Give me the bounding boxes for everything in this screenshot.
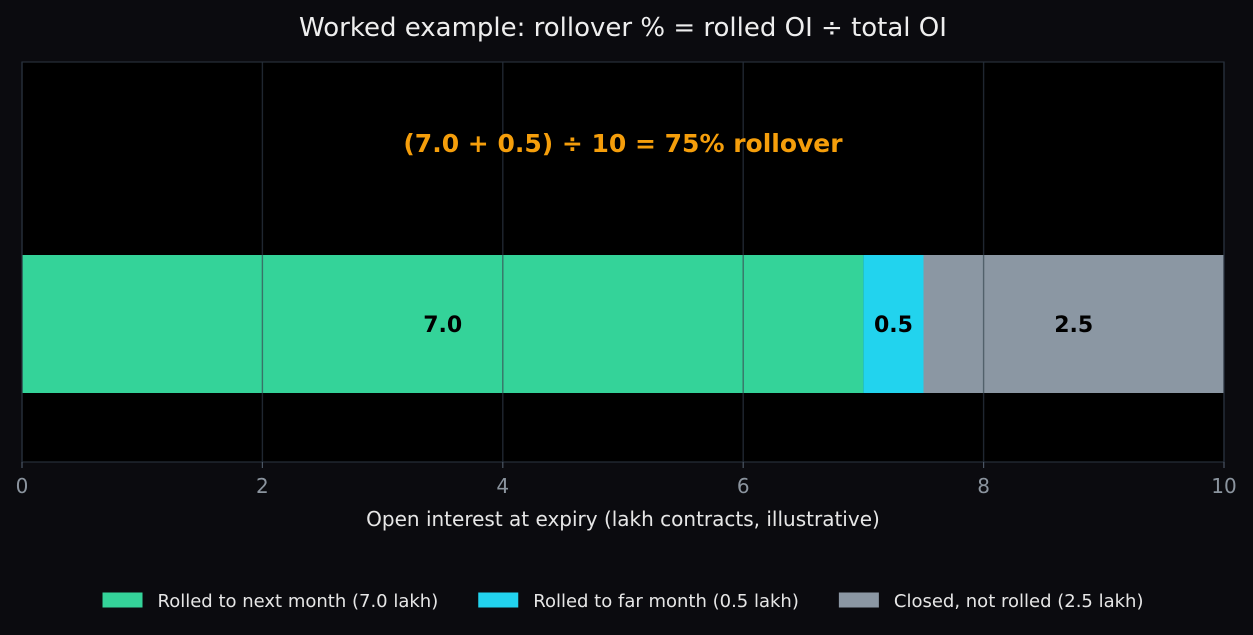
legend-swatch: [102, 592, 143, 608]
legend-item-1: Rolled to next month (7.0 lakh): [102, 591, 439, 612]
data-labels: 7.0 0.5 2.5: [423, 313, 1093, 338]
x-tick-label: 8: [977, 474, 990, 498]
legend: Rolled to next month (7.0 lakh) Rolled to…: [102, 591, 1144, 612]
legend-label: Rolled to far month (0.5 lakh): [533, 591, 799, 612]
x-axis-ticks: 0 2 4 6 8 10: [16, 462, 1237, 498]
x-tick-label: 4: [496, 474, 509, 498]
chart-title: Worked example: rollover % = rolled OI ÷…: [299, 13, 947, 43]
legend-label: Closed, not rolled (2.5 lakh): [894, 591, 1144, 612]
plot-frame: [21, 61, 1225, 463]
bar-segment-2: [863, 255, 924, 393]
legend-swatch: [478, 592, 519, 608]
formula-annotation: (7.0 + 0.5) ÷ 10 = 75% rollover: [403, 129, 843, 158]
bar-segment-1: [22, 255, 864, 393]
data-label-1: 7.0: [423, 313, 462, 338]
legend-item-2: Rolled to far month (0.5 lakh): [478, 591, 799, 612]
x-tick-label: 6: [737, 474, 750, 498]
legend-swatch: [838, 592, 879, 608]
x-tick-label: 0: [16, 474, 29, 498]
legend-label: Rolled to next month (7.0 lakh): [158, 591, 439, 612]
bar-segment-3: [923, 255, 1224, 393]
x-tick-label: 2: [256, 474, 269, 498]
data-label-2: 0.5: [874, 313, 913, 338]
bar-segments: [22, 255, 1224, 393]
legend-item-3: Closed, not rolled (2.5 lakh): [838, 591, 1144, 612]
x-tick-label: 10: [1211, 474, 1236, 498]
x-axis-label: Open interest at expiry (lakh contracts,…: [366, 507, 880, 531]
data-label-3: 2.5: [1054, 313, 1093, 338]
